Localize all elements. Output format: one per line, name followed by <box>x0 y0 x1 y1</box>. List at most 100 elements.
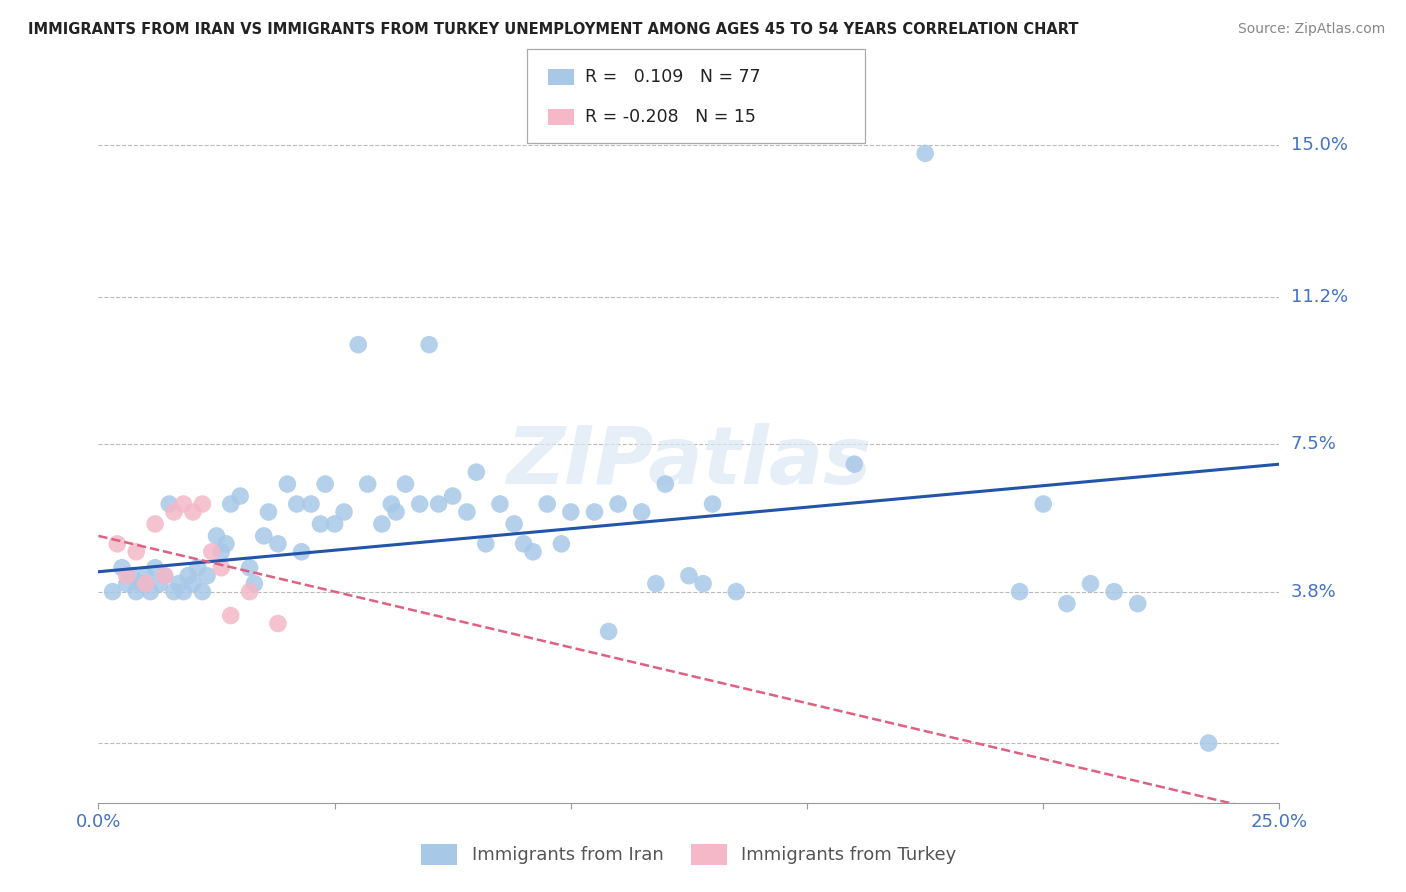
Point <box>143 560 166 574</box>
Point <box>314 477 336 491</box>
Text: 11.2%: 11.2% <box>1291 288 1348 306</box>
Point <box>1102 584 1125 599</box>
Point <box>219 608 242 623</box>
Point <box>121 568 143 582</box>
Point <box>702 497 724 511</box>
Text: 15.0%: 15.0% <box>1291 136 1347 154</box>
Point <box>149 576 172 591</box>
Point <box>550 537 572 551</box>
Point <box>267 537 290 551</box>
Point <box>1056 597 1078 611</box>
Point <box>239 560 262 574</box>
Point <box>522 545 544 559</box>
Point <box>163 584 186 599</box>
Point <box>347 337 370 351</box>
Point <box>1080 576 1102 591</box>
Point <box>503 516 526 531</box>
Point <box>267 616 290 631</box>
Point <box>290 545 312 559</box>
Point <box>692 576 714 591</box>
Text: R = -0.208   N = 15: R = -0.208 N = 15 <box>585 108 756 126</box>
Point <box>408 497 430 511</box>
Point <box>844 457 866 471</box>
Point <box>309 516 332 531</box>
Point <box>219 497 242 511</box>
Point <box>209 545 232 559</box>
Point <box>418 337 440 351</box>
Point <box>607 497 630 511</box>
Point <box>239 584 262 599</box>
Point <box>215 537 238 551</box>
Point <box>125 545 148 559</box>
Text: 7.5%: 7.5% <box>1291 435 1337 453</box>
Point <box>181 505 204 519</box>
Text: Source: ZipAtlas.com: Source: ZipAtlas.com <box>1237 22 1385 37</box>
Point <box>191 584 214 599</box>
Point <box>1198 736 1220 750</box>
Point <box>357 477 380 491</box>
Point <box>135 568 157 582</box>
Point <box>914 146 936 161</box>
Point <box>157 497 180 511</box>
Point <box>257 505 280 519</box>
Legend: Immigrants from Iran, Immigrants from Turkey: Immigrants from Iran, Immigrants from Tu… <box>415 837 963 871</box>
Point <box>172 584 194 599</box>
Point <box>129 576 152 591</box>
Point <box>125 584 148 599</box>
Point <box>560 505 582 519</box>
Point <box>139 584 162 599</box>
Point <box>1008 584 1031 599</box>
Point <box>276 477 298 491</box>
Point <box>385 505 408 519</box>
Point <box>465 465 488 479</box>
Point <box>333 505 356 519</box>
Point <box>441 489 464 503</box>
Text: ZIPatlas: ZIPatlas <box>506 424 872 501</box>
Point <box>654 477 676 491</box>
Point <box>187 560 209 574</box>
Point <box>323 516 346 531</box>
Point <box>181 576 204 591</box>
Point <box>536 497 558 511</box>
Point <box>153 568 176 582</box>
Point <box>512 537 534 551</box>
Point <box>253 529 276 543</box>
Point <box>172 497 194 511</box>
Text: IMMIGRANTS FROM IRAN VS IMMIGRANTS FROM TURKEY UNEMPLOYMENT AMONG AGES 45 TO 54 : IMMIGRANTS FROM IRAN VS IMMIGRANTS FROM … <box>28 22 1078 37</box>
Point <box>583 505 606 519</box>
Point <box>177 568 200 582</box>
Point <box>135 576 157 591</box>
Point <box>205 529 228 543</box>
Point <box>195 568 218 582</box>
Point <box>285 497 308 511</box>
Point <box>489 497 512 511</box>
Point <box>299 497 322 511</box>
Point <box>1126 597 1149 611</box>
Point <box>427 497 450 511</box>
Point <box>394 477 416 491</box>
Point <box>380 497 402 511</box>
Point <box>229 489 252 503</box>
Text: 3.8%: 3.8% <box>1291 582 1336 600</box>
Point <box>163 505 186 519</box>
Point <box>644 576 666 591</box>
Point <box>598 624 620 639</box>
Point <box>167 576 190 591</box>
Point <box>191 497 214 511</box>
Point <box>201 545 224 559</box>
Point <box>115 568 138 582</box>
Point <box>678 568 700 582</box>
Point <box>1032 497 1054 511</box>
Point <box>725 584 748 599</box>
Point <box>115 576 138 591</box>
Point <box>101 584 124 599</box>
Point <box>243 576 266 591</box>
Point <box>371 516 394 531</box>
Point <box>475 537 498 551</box>
Point <box>111 560 134 574</box>
Point <box>105 537 128 551</box>
Point <box>456 505 478 519</box>
Point <box>209 560 232 574</box>
Text: R =   0.109   N = 77: R = 0.109 N = 77 <box>585 69 761 87</box>
Point <box>630 505 652 519</box>
